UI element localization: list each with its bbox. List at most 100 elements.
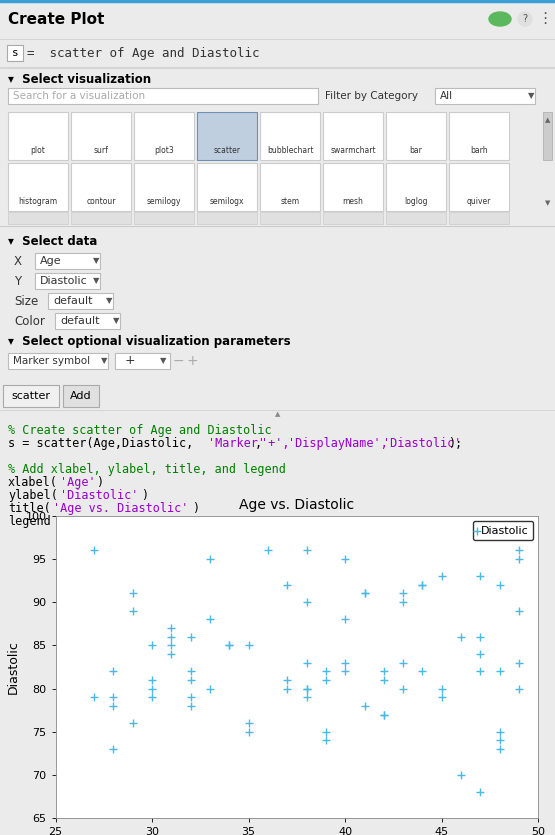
Text: ▾  Select optional visualization parameters: ▾ Select optional visualization paramete… xyxy=(8,336,291,348)
Text: stem: stem xyxy=(280,197,300,206)
Diastolic xyxy=(476,630,485,644)
FancyBboxPatch shape xyxy=(71,112,131,160)
Diastolic xyxy=(225,639,234,652)
Text: ▼: ▼ xyxy=(546,200,551,206)
Diastolic xyxy=(476,647,485,660)
Text: +: + xyxy=(186,354,198,368)
Diastolic xyxy=(437,691,446,704)
Diastolic xyxy=(283,673,292,686)
Diastolic xyxy=(341,656,350,670)
Text: ▼: ▼ xyxy=(160,357,166,366)
Text: mesh: mesh xyxy=(342,197,364,206)
FancyBboxPatch shape xyxy=(48,293,113,309)
Diastolic xyxy=(302,682,311,696)
Diastolic xyxy=(109,742,118,756)
Text: ▼: ▼ xyxy=(101,357,108,366)
Text: 'Age vs. Diastolic': 'Age vs. Diastolic' xyxy=(53,502,188,515)
Text: 'Marker': 'Marker' xyxy=(208,437,265,450)
Text: ▼: ▼ xyxy=(528,92,534,100)
Text: Marker symbol: Marker symbol xyxy=(13,356,90,366)
Diastolic xyxy=(495,734,504,747)
Diastolic xyxy=(205,682,214,696)
Text: '+',: '+', xyxy=(261,437,290,450)
Text: surf: surf xyxy=(94,146,108,155)
FancyBboxPatch shape xyxy=(260,112,320,160)
Diastolic xyxy=(380,665,388,678)
Diastolic xyxy=(90,544,99,557)
Diastolic xyxy=(148,673,157,686)
Text: −: − xyxy=(172,354,184,368)
Diastolic xyxy=(128,716,137,730)
Diastolic xyxy=(514,656,523,670)
FancyBboxPatch shape xyxy=(449,163,509,211)
Diastolic xyxy=(341,552,350,565)
Text: Create Plot: Create Plot xyxy=(8,12,104,27)
FancyBboxPatch shape xyxy=(35,273,100,289)
Text: % Add xlabel, ylabel, title, and legend: % Add xlabel, ylabel, title, and legend xyxy=(8,463,286,476)
Legend: Diastolic: Diastolic xyxy=(473,521,533,540)
FancyBboxPatch shape xyxy=(8,353,108,369)
Diastolic xyxy=(90,691,99,704)
Diastolic xyxy=(495,578,504,591)
Text: Age: Age xyxy=(40,256,62,266)
Diastolic xyxy=(167,647,176,660)
Diastolic xyxy=(476,786,485,799)
Diastolic xyxy=(302,682,311,696)
Diastolic xyxy=(398,656,407,670)
Diastolic xyxy=(495,742,504,756)
FancyBboxPatch shape xyxy=(323,163,383,211)
Diastolic xyxy=(186,673,195,686)
FancyBboxPatch shape xyxy=(260,163,320,211)
Text: ▼: ▼ xyxy=(106,296,113,306)
Text: s: s xyxy=(12,48,18,58)
Text: Color: Color xyxy=(14,316,45,328)
Diastolic xyxy=(514,544,523,557)
Diastolic xyxy=(321,734,330,747)
Diastolic xyxy=(457,768,466,782)
Diastolic xyxy=(225,639,234,652)
Diastolic xyxy=(283,682,292,696)
Text: All: All xyxy=(440,91,453,101)
FancyBboxPatch shape xyxy=(115,353,170,369)
Text: ▲: ▲ xyxy=(546,117,551,123)
FancyBboxPatch shape xyxy=(197,112,257,160)
Diastolic xyxy=(244,716,253,730)
Text: bar: bar xyxy=(410,146,422,155)
Text: 'Diastolic': 'Diastolic' xyxy=(383,437,461,450)
Diastolic xyxy=(341,613,350,626)
FancyBboxPatch shape xyxy=(323,212,383,224)
Circle shape xyxy=(518,12,532,26)
Text: barh: barh xyxy=(470,146,488,155)
FancyBboxPatch shape xyxy=(8,163,68,211)
Diastolic xyxy=(109,665,118,678)
FancyBboxPatch shape xyxy=(55,313,120,329)
Text: legend: legend xyxy=(8,515,51,528)
FancyBboxPatch shape xyxy=(386,212,446,224)
Text: semilogy: semilogy xyxy=(147,197,181,206)
Text: ylabel(: ylabel( xyxy=(8,489,58,502)
Diastolic xyxy=(109,699,118,712)
Text: =  scatter of Age and Diastolic: = scatter of Age and Diastolic xyxy=(27,47,260,59)
FancyBboxPatch shape xyxy=(134,163,194,211)
FancyBboxPatch shape xyxy=(35,253,100,269)
Text: quiver: quiver xyxy=(467,197,491,206)
Text: semilogx: semilogx xyxy=(210,197,244,206)
Diastolic xyxy=(205,613,214,626)
Text: X: X xyxy=(14,256,22,269)
Text: % Create scatter of Age and Diastolic: % Create scatter of Age and Diastolic xyxy=(8,424,271,437)
Text: Search for a visualization: Search for a visualization xyxy=(13,91,145,101)
Text: plot: plot xyxy=(31,146,46,155)
Diastolic xyxy=(148,682,157,696)
Diastolic xyxy=(380,708,388,721)
Diastolic xyxy=(437,682,446,696)
FancyBboxPatch shape xyxy=(323,112,383,160)
Diastolic xyxy=(321,673,330,686)
FancyBboxPatch shape xyxy=(8,212,68,224)
Text: title(: title( xyxy=(8,502,51,515)
Diastolic xyxy=(437,569,446,583)
Text: ): ) xyxy=(141,489,148,502)
FancyBboxPatch shape xyxy=(71,163,131,211)
Text: ,: , xyxy=(255,437,262,450)
Diastolic xyxy=(418,578,427,591)
FancyBboxPatch shape xyxy=(8,112,68,160)
